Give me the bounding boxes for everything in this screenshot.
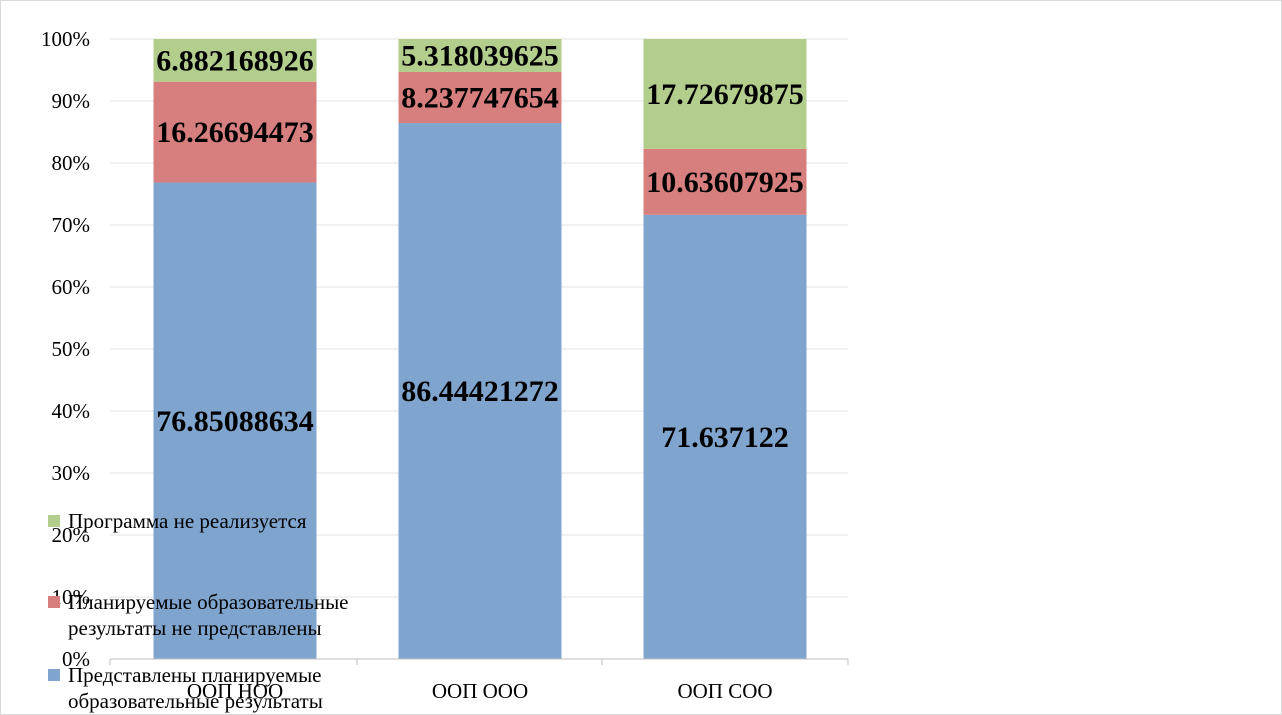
x-category-label: ООП НОО bbox=[187, 679, 283, 703]
y-tick-label: 80% bbox=[52, 151, 91, 175]
x-category-label: ООП ООО bbox=[432, 679, 528, 703]
legend-label-presented: Представлены планируемые образовательные… bbox=[68, 663, 323, 713]
y-tick-label: 30% bbox=[52, 461, 91, 485]
y-tick-label: 60% bbox=[52, 275, 91, 299]
data-label: 6.882168926 bbox=[156, 44, 314, 77]
y-tick-label: 20% bbox=[52, 523, 91, 547]
bar-segment bbox=[643, 148, 807, 215]
y-tick-label: 90% bbox=[52, 89, 91, 113]
x-axis-categories: ООП НОО ООП ООО ООП СОО bbox=[187, 679, 773, 703]
bar-segment bbox=[153, 182, 317, 659]
legend-label-not-implemented: Программа не реализуется bbox=[68, 509, 307, 533]
y-axis-ticks: 0%10%20%30%40%50%60%70%80%90%100% bbox=[41, 27, 90, 671]
data-label: 8.237747654 bbox=[401, 82, 559, 115]
data-label: 10.63607925 bbox=[646, 166, 804, 199]
x-axis bbox=[109, 658, 849, 665]
x-category-label: ООП СОО bbox=[677, 679, 772, 703]
legend-swatch-not-presented bbox=[48, 596, 60, 608]
y-tick-label: 40% bbox=[52, 399, 91, 423]
legend-swatch-not-implemented bbox=[48, 515, 60, 527]
data-label: 5.318039625 bbox=[401, 39, 559, 72]
y-tick-label: 70% bbox=[52, 213, 91, 237]
bar-segment bbox=[398, 71, 562, 124]
y-tick-label: 100% bbox=[41, 27, 90, 51]
bars bbox=[153, 39, 807, 659]
bar-segment bbox=[643, 39, 807, 149]
data-label: 71.637122 bbox=[661, 421, 789, 454]
data-label: 86.44421272 bbox=[401, 375, 559, 408]
data-labels: 76.85088634 16.26694473 6.882168926 86.4442… bbox=[156, 39, 804, 453]
bar-segment bbox=[398, 123, 562, 659]
y-tick-label: 50% bbox=[52, 337, 91, 361]
bar-segment bbox=[398, 39, 562, 72]
legend-label-not-presented: Планируемые образовательные результаты н… bbox=[68, 590, 349, 640]
legend-swatch-presented bbox=[48, 669, 60, 681]
bar-segment bbox=[153, 81, 317, 183]
bar-segment bbox=[643, 214, 807, 659]
data-label: 17.72679875 bbox=[646, 78, 804, 111]
data-label: 76.85088634 bbox=[156, 405, 314, 438]
bar-segment bbox=[153, 39, 317, 82]
data-label: 16.26694473 bbox=[156, 116, 314, 149]
y-tick-label: 0% bbox=[62, 647, 90, 671]
